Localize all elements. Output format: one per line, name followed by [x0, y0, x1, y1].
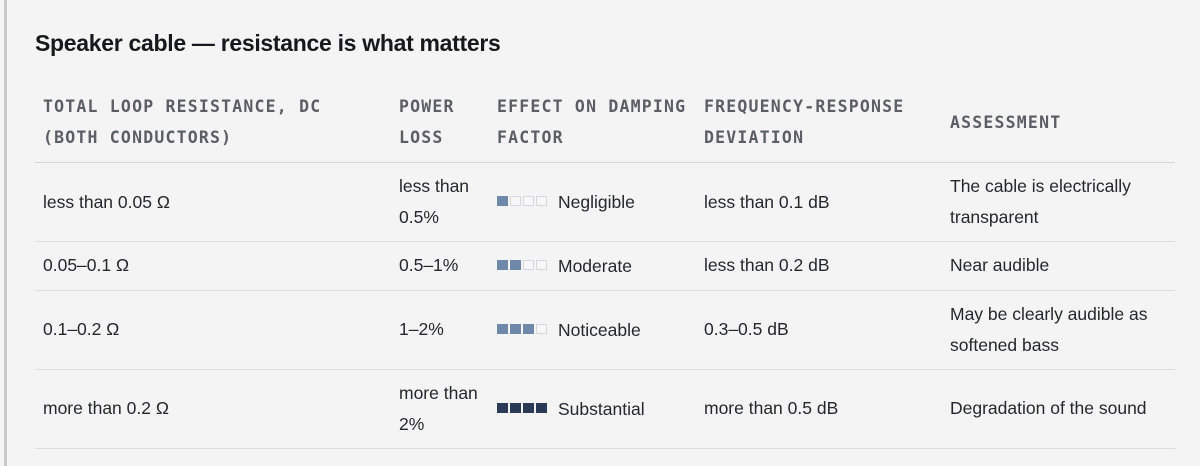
meter-segment-empty: [536, 324, 547, 335]
meter-segment-filled: [497, 403, 508, 414]
damping-effect-label: Noticeable: [558, 319, 641, 340]
deviation-cell: more than 0.5 dB: [696, 369, 942, 449]
meter-segment-filled: [497, 260, 508, 271]
meter-segment-filled: [510, 403, 521, 414]
meter-segment-empty: [536, 196, 547, 207]
meter-segment-filled: [536, 403, 547, 414]
assessment-cell: The cable is electrically transparent: [942, 162, 1175, 242]
damping-effect-label: Moderate: [558, 255, 632, 276]
table-row: less than 0.05 Ω less than 0.5% Negligib…: [35, 162, 1175, 242]
meter-segment-empty: [523, 260, 534, 271]
assessment-cell: Degradation of the sound: [942, 369, 1175, 449]
meter-segment-filled: [523, 403, 534, 414]
meter-segment-empty: [536, 260, 547, 271]
damping-effect-cell: Moderate: [489, 241, 696, 291]
left-edge-divider: [4, 0, 7, 466]
damping-effect-label: Substantial: [558, 398, 645, 419]
resistance-cell: 0.05–0.1 Ω: [35, 241, 391, 291]
deviation-cell: less than 0.2 dB: [696, 241, 942, 291]
table-title: Speaker cable — resistance is what matte…: [35, 30, 501, 56]
power-loss-cell: 1–2%: [391, 290, 489, 370]
damping-effect-meter: [497, 260, 547, 271]
table-row: 0.05–0.1 Ω 0.5–1% Moderate less than 0.2…: [35, 241, 1175, 291]
meter-segment-filled: [510, 324, 521, 335]
assessment-cell: May be clearly audible as softened bass: [942, 290, 1175, 370]
header-frequency-response-deviation: Frequency-response deviation: [696, 84, 942, 163]
power-loss-cell: less than 0.5%: [391, 162, 489, 242]
meter-segment-empty: [523, 196, 534, 207]
damping-effect-label: Negligible: [558, 191, 635, 212]
damping-effect-cell: Substantial: [489, 369, 696, 449]
power-loss-cell: more than 2%: [391, 369, 489, 449]
damping-effect-meter: [497, 324, 547, 335]
resistance-cell: less than 0.05 Ω: [35, 162, 391, 242]
resistance-cell: more than 0.2 Ω: [35, 369, 391, 449]
header-assessment: Assessment: [942, 84, 1175, 163]
meter-segment-filled: [497, 196, 508, 207]
header-power-loss: Power loss: [391, 84, 489, 163]
cable-resistance-table: Total loop resistance, DC (both conducto…: [35, 84, 1175, 449]
meter-segment-empty: [510, 196, 521, 207]
damping-effect-meter: [497, 196, 547, 207]
assessment-cell: Near audible: [942, 241, 1175, 291]
table-header-row: Total loop resistance, DC (both conducto…: [35, 84, 1175, 163]
table-row: more than 0.2 Ω more than 2% Substantial…: [35, 369, 1175, 449]
deviation-cell: less than 0.1 dB: [696, 162, 942, 242]
damping-effect-meter: [497, 403, 547, 414]
meter-segment-filled: [510, 260, 521, 271]
resistance-cell: 0.1–0.2 Ω: [35, 290, 391, 370]
meter-segment-filled: [497, 324, 508, 335]
power-loss-cell: 0.5–1%: [391, 241, 489, 291]
content-card: Speaker cable — resistance is what matte…: [4, 0, 1200, 466]
deviation-cell: 0.3–0.5 dB: [696, 290, 942, 370]
header-effect-on-damping-factor: Effect on damping factor: [489, 84, 696, 163]
damping-effect-cell: Negligible: [489, 162, 696, 242]
meter-segment-filled: [523, 324, 534, 335]
table-row: 0.1–0.2 Ω 1–2% Noticeable 0.3–0.5 dB May…: [35, 290, 1175, 370]
damping-effect-cell: Noticeable: [489, 290, 696, 370]
header-total-loop-resistance: Total loop resistance, DC (both conducto…: [35, 84, 391, 163]
